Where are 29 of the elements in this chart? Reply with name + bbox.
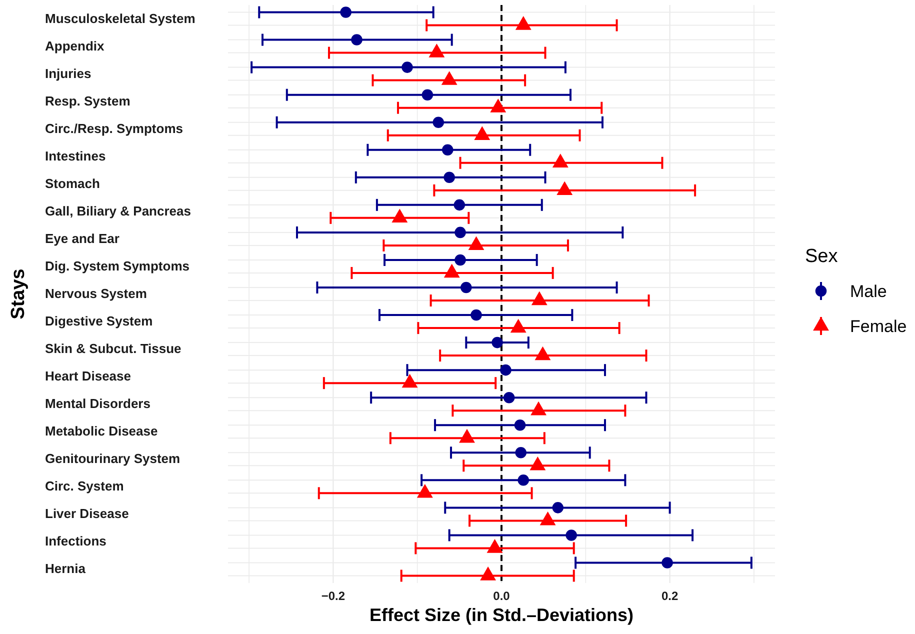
y-tick-label: Circ./Resp. Symptoms <box>45 120 183 136</box>
y-tick-label: Dig. System Symptoms <box>45 258 190 274</box>
y-tick-label: Circ. System <box>45 478 124 494</box>
x-tick-label: −0.2 <box>321 589 346 603</box>
y-tick-label: Resp. System <box>45 93 130 108</box>
y-tick-label: Intestines <box>45 148 106 164</box>
y-tick-label: Appendix <box>45 38 105 54</box>
legend-label: Male <box>850 282 887 301</box>
y-tick-label: Nervous System <box>45 286 147 301</box>
legend-title: Sex <box>805 246 838 267</box>
y-tick-label: Infections <box>45 534 106 549</box>
y-tick-label: Skin & Subcut. Tissue <box>45 341 182 356</box>
y-axis-title: Stays <box>8 268 29 320</box>
y-tick-label: Digestive System <box>45 314 153 329</box>
y-tick-label: Liver Disease <box>45 506 129 522</box>
y-tick-label: Stomach <box>45 176 100 191</box>
x-tick-label: 0.0 <box>493 589 510 603</box>
y-tick-label: Hernia <box>45 561 86 576</box>
x-axis-title: Effect Size (in Std.–Deviations) <box>369 605 634 625</box>
y-tick-label: Gall, Biliary & Pancreas <box>45 203 191 218</box>
y-tick-label: Mental Disorders <box>45 396 150 412</box>
x-tick-label: 0.2 <box>661 589 678 603</box>
y-tick-label: Musculoskeletal System <box>45 10 196 26</box>
y-tick-label: Genitourinary System <box>45 451 180 466</box>
y-tick-label: Injuries <box>45 66 92 81</box>
legend-label: Female <box>850 317 907 336</box>
y-tick-label: Metabolic Disease <box>45 424 158 439</box>
y-tick-label: Heart Disease <box>45 368 131 384</box>
y-tick-label: Eye and Ear <box>45 230 120 246</box>
